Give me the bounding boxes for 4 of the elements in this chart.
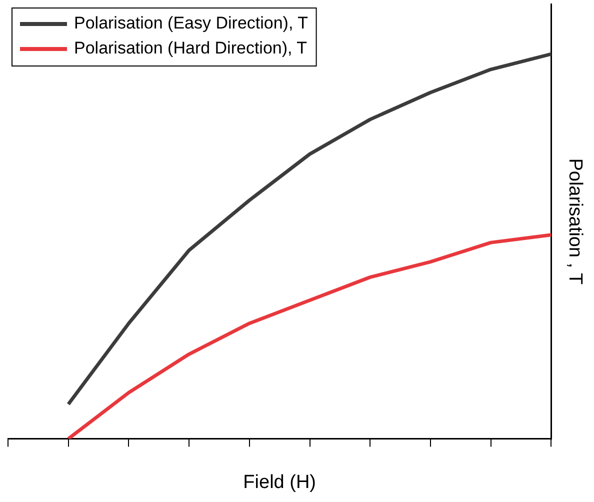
y-axis-title: Polarisation , T xyxy=(564,158,586,285)
x-axis-title: Field (H) xyxy=(243,472,316,493)
legend-label: Polarisation (Easy Direction), T xyxy=(74,14,308,33)
legend-label: Polarisation (Hard Direction), T xyxy=(74,38,308,58)
